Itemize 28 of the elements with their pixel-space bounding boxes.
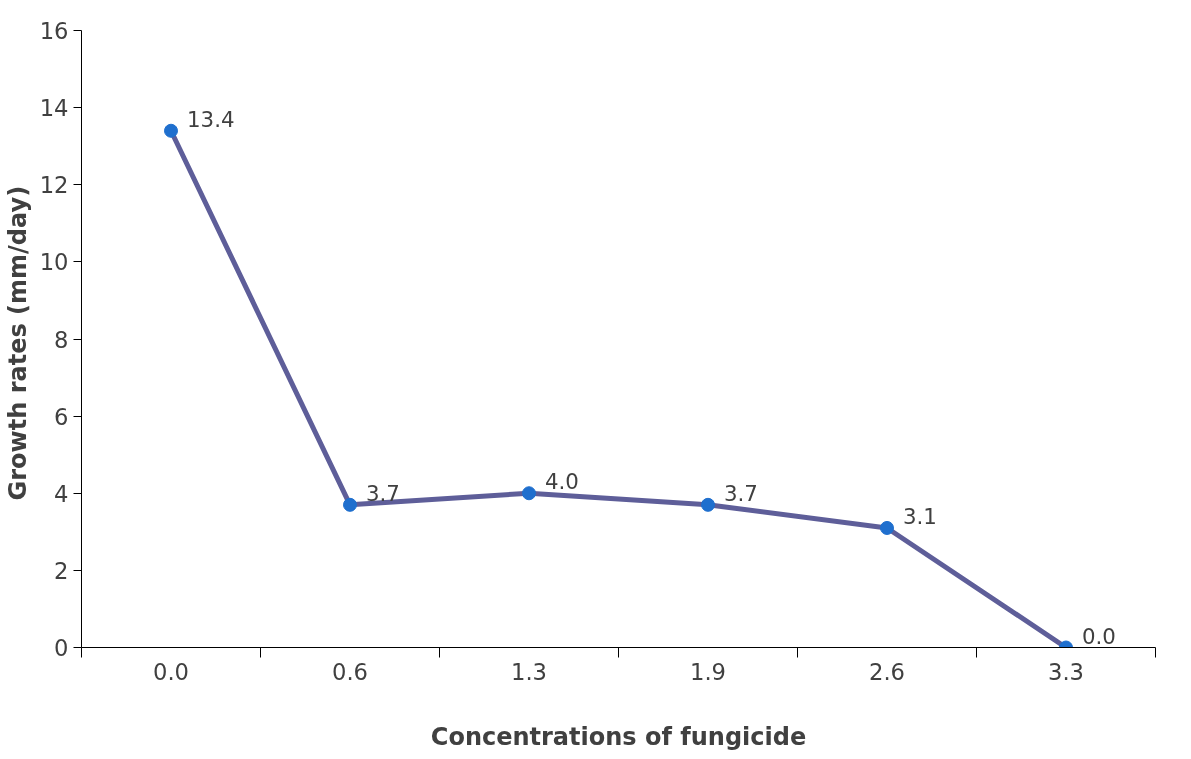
y-axis-title: Growth rates (mm/day) bbox=[3, 185, 32, 501]
x-tick-label: 3.3 bbox=[1047, 658, 1085, 685]
y-tick-label: 16 bbox=[39, 18, 69, 44]
y-tick-label: 2 bbox=[54, 557, 69, 584]
x-tick-label: 2.6 bbox=[868, 658, 906, 685]
x-tick-label: 1.9 bbox=[689, 658, 727, 685]
data-label: 0.0 bbox=[1082, 623, 1116, 649]
point bbox=[880, 520, 894, 535]
data-label: 4.0 bbox=[545, 469, 579, 495]
y-tick-label: 10 bbox=[39, 249, 69, 276]
y-tick-label: 12 bbox=[39, 172, 69, 199]
data-label: 13.4 bbox=[187, 106, 235, 132]
y-tick-label: 4 bbox=[54, 480, 69, 507]
y-tick-label: 14 bbox=[39, 95, 69, 122]
point bbox=[164, 123, 178, 138]
y-tick-label: 6 bbox=[54, 403, 69, 430]
x-tick-label: 0.6 bbox=[331, 658, 369, 685]
data-label: 3.7 bbox=[724, 480, 758, 506]
x-axis-title: Concentrations of fungicide bbox=[430, 722, 807, 751]
x-tick-label: 0.0 bbox=[152, 658, 190, 685]
point bbox=[701, 497, 715, 512]
y-tick-label: 8 bbox=[54, 326, 69, 353]
x-tick-label: 1.3 bbox=[510, 658, 548, 685]
data-label: 3.1 bbox=[903, 503, 937, 529]
data-label: 3.7 bbox=[366, 480, 400, 506]
point bbox=[522, 486, 536, 501]
y-tick-label: 0 bbox=[54, 635, 69, 661]
point bbox=[343, 497, 357, 512]
